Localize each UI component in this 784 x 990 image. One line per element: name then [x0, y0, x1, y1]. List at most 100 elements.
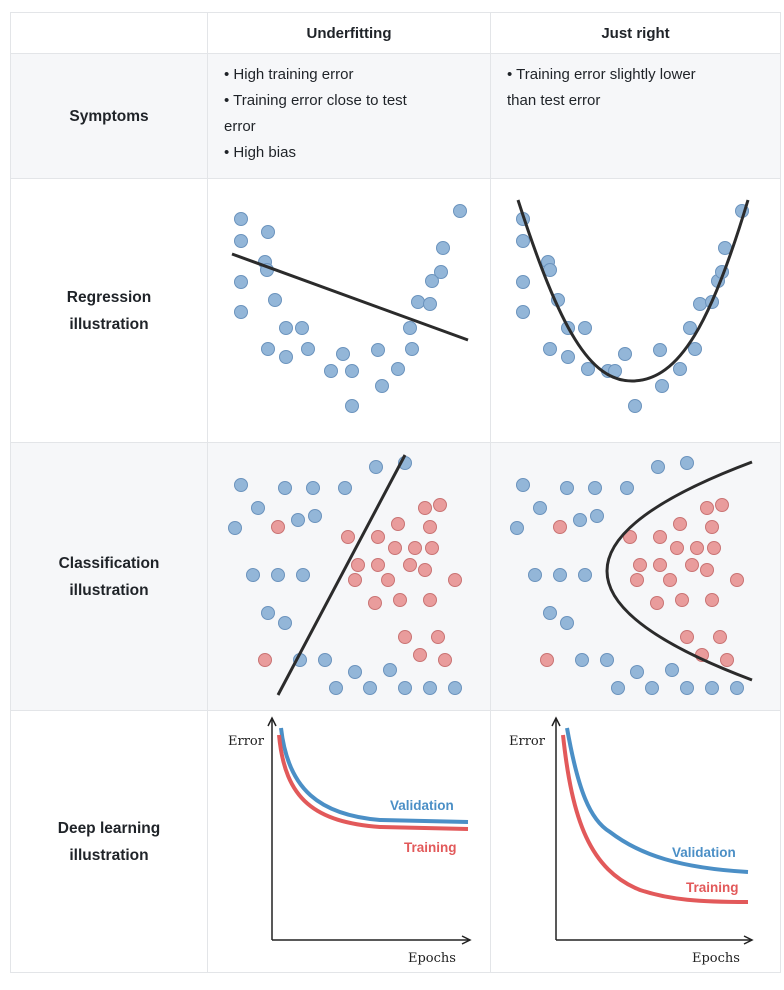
class-a-point	[278, 481, 292, 495]
training-curve	[277, 734, 469, 831]
validation-curve	[279, 727, 469, 824]
validation-curve	[565, 727, 749, 874]
class-b-point	[393, 593, 407, 607]
classification-label: Classification illustration	[10, 443, 208, 711]
class-a-point	[705, 681, 719, 695]
class-b-point	[258, 653, 272, 667]
underfit-decision-boundary	[276, 454, 407, 696]
class-a-point	[543, 606, 557, 620]
class-a-point	[423, 681, 437, 695]
label-line: Deep learning	[57, 819, 161, 837]
class-b-point	[368, 596, 382, 610]
data-point	[453, 204, 467, 218]
underfit-regression-line	[231, 252, 469, 342]
validation-label: Validation	[672, 845, 736, 860]
data-point	[279, 321, 293, 335]
data-point	[261, 342, 275, 356]
data-point	[434, 265, 448, 279]
symptom-line: • High training error	[224, 66, 354, 83]
symptom-line: • High bias	[224, 144, 296, 161]
class-b-point	[673, 517, 687, 531]
class-a-point	[398, 681, 412, 695]
data-point	[371, 343, 385, 357]
symptom-line: error	[224, 118, 256, 135]
class-b-point	[553, 520, 567, 534]
class-b-point	[271, 520, 285, 534]
class-b-point	[425, 541, 439, 555]
symptoms-label: Symptoms	[10, 54, 208, 179]
header-just-right: Just right	[491, 12, 781, 54]
data-point	[688, 342, 702, 356]
class-b-point	[391, 517, 405, 531]
regression-label: Regression illustration	[10, 179, 208, 443]
class-a-point	[553, 568, 567, 582]
class-b-point	[653, 558, 667, 572]
class-b-point	[685, 558, 699, 572]
data-point	[336, 347, 350, 361]
class-a-point	[251, 501, 265, 515]
data-point	[628, 399, 642, 413]
regression-underfitting-cell	[208, 179, 491, 443]
class-b-point	[650, 596, 664, 610]
class-b-point	[707, 541, 721, 555]
class-b-point	[423, 520, 437, 534]
class-a-point	[730, 681, 744, 695]
class-b-point	[715, 498, 729, 512]
data-point	[411, 295, 425, 309]
label-line: Classification	[58, 554, 160, 572]
data-point	[268, 293, 282, 307]
data-point	[516, 234, 530, 248]
class-b-point	[540, 653, 554, 667]
class-b-point	[630, 573, 644, 587]
label-line: illustration	[69, 846, 149, 864]
class-b-point	[418, 563, 432, 577]
symptoms-underfitting: • High training error • Training error c…	[208, 54, 491, 179]
class-b-point	[413, 648, 427, 662]
class-b-point	[720, 653, 734, 667]
class-a-point	[510, 521, 524, 535]
class-a-point	[329, 681, 343, 695]
class-b-point	[381, 573, 395, 587]
class-b-point	[398, 630, 412, 644]
data-point	[436, 241, 450, 255]
data-point	[391, 362, 405, 376]
class-b-point	[623, 530, 637, 544]
validation-label: Validation	[390, 798, 454, 813]
class-b-point	[663, 573, 677, 587]
class-b-point	[633, 558, 647, 572]
class-a-point	[296, 568, 310, 582]
symptom-line: • Training error slightly lower	[507, 66, 696, 83]
label-line: illustration	[69, 581, 149, 599]
x-axis-arrow	[461, 935, 472, 945]
class-b-point	[690, 541, 704, 555]
class-b-point	[351, 558, 365, 572]
data-point	[693, 297, 707, 311]
data-point	[683, 321, 697, 335]
class-b-point	[680, 630, 694, 644]
data-point	[561, 350, 575, 364]
class-a-point	[533, 501, 547, 515]
class-a-point	[261, 606, 275, 620]
deep-learning-underfitting-cell	[208, 711, 491, 973]
class-b-point	[433, 498, 447, 512]
class-a-point	[363, 681, 377, 695]
data-point	[423, 297, 437, 311]
header-empty-cell	[10, 12, 208, 54]
class-b-point	[423, 593, 437, 607]
class-b-point	[408, 541, 422, 555]
class-a-point	[528, 568, 542, 582]
class-a-point	[588, 481, 602, 495]
data-point	[279, 350, 293, 364]
data-point	[618, 347, 632, 361]
class-a-point	[573, 513, 587, 527]
x-axis-arrow	[743, 935, 754, 945]
data-point	[234, 305, 248, 319]
class-a-point	[448, 681, 462, 695]
x-axis-label: Epochs	[692, 951, 740, 966]
class-a-point	[246, 568, 260, 582]
data-point	[655, 379, 669, 393]
class-a-point	[560, 481, 574, 495]
deep-learning-label: Deep learning illustration	[10, 711, 208, 973]
data-point	[324, 364, 338, 378]
class-b-point	[403, 558, 417, 572]
